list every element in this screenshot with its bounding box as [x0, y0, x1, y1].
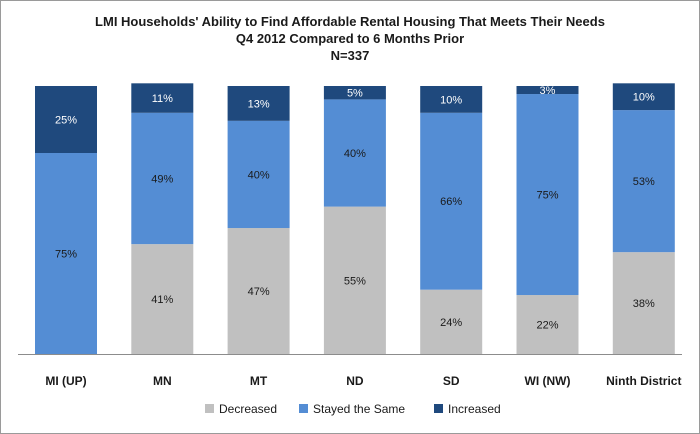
x-tick-label: MI (UP): [45, 374, 86, 388]
legend-label-increased: Increased: [448, 402, 501, 416]
bar-segment-increased: [323, 86, 386, 100]
chart-sample-size: N=337: [330, 48, 370, 63]
data-label-decreased: 38%: [633, 298, 655, 310]
bar-segment-decreased: [323, 206, 386, 354]
data-label-decreased: 41%: [151, 294, 173, 306]
legend-label-stayed-the-same: Stayed the Same: [313, 402, 405, 416]
bar-segment-increased: [420, 86, 483, 113]
data-label-increased: 10%: [633, 92, 655, 104]
bar-segment-stayed-the-same: [227, 120, 290, 229]
bar-segment-increased: [35, 86, 97, 153]
data-label-increased: 3%: [540, 85, 556, 97]
data-label-increased: 13%: [248, 98, 270, 110]
chart-title: LMI Households' Ability to Find Affordab…: [95, 14, 605, 29]
data-label-stayed-the-same: 66%: [440, 196, 462, 208]
bar-segment-increased: [612, 83, 675, 111]
legend-swatch-stayed-the-same: [299, 404, 308, 413]
data-label-decreased: 24%: [440, 317, 462, 329]
chart-titles: LMI Households' Ability to Find Affordab…: [0, 13, 700, 64]
bar-segment-decreased: [131, 244, 194, 354]
bar-segment-decreased: [612, 252, 675, 354]
bar-segment-stayed-the-same: [323, 99, 386, 207]
data-label-increased: 11%: [152, 93, 173, 105]
bar-segment-increased: [227, 86, 290, 121]
bar-segment-stayed-the-same: [612, 110, 675, 253]
legend: Decreased Stayed the Same Increased: [205, 402, 501, 416]
x-axis: MI (UP) MN MT ND SD WI (NW) Ninth District: [18, 354, 682, 388]
bar-segment-stayed-the-same: [35, 153, 97, 354]
data-label-stayed-the-same: 40%: [248, 169, 270, 181]
data-label-decreased: 55%: [344, 275, 366, 287]
bar-segment-decreased: [516, 295, 579, 354]
data-label-decreased: 47%: [248, 286, 270, 298]
x-tick-label: Ninth District: [606, 374, 681, 388]
x-tick-label: WI (NW): [525, 374, 571, 388]
bar-segment-stayed-the-same: [420, 112, 483, 290]
bar-segment-decreased: [420, 289, 483, 354]
legend-label-decreased: Decreased: [219, 402, 277, 416]
data-label-increased: 25%: [55, 115, 77, 127]
bar-segment-decreased: [227, 228, 290, 354]
legend-swatch-increased: [434, 404, 443, 413]
bar-segment-increased: [516, 86, 579, 95]
x-tick-label: MT: [250, 374, 268, 388]
data-label-increased: 5%: [347, 88, 363, 100]
x-tick-label: SD: [443, 374, 460, 388]
x-tick-label: MN: [153, 374, 172, 388]
bars-layer: 75% 25% 41% 49% 11% 47% 40% 13% 55% 40% 5% 24% 66% 10…: [35, 83, 675, 354]
data-label-stayed-the-same: 75%: [55, 249, 77, 261]
legend-swatch-decreased: [205, 404, 214, 413]
data-label-decreased: 22%: [536, 320, 558, 332]
bar-segment-stayed-the-same: [516, 94, 579, 296]
bar-segment-stayed-the-same: [131, 112, 194, 245]
bar-segment-increased: [131, 83, 194, 113]
x-tick-label: ND: [346, 374, 364, 388]
data-label-stayed-the-same: 40%: [344, 148, 366, 160]
chart-subtitle: Q4 2012 Compared to 6 Months Prior: [235, 31, 465, 46]
data-label-stayed-the-same: 49%: [151, 173, 173, 185]
data-label-stayed-the-same: 75%: [536, 190, 558, 202]
data-label-increased: 10%: [440, 94, 462, 106]
data-label-stayed-the-same: 53%: [633, 176, 655, 188]
